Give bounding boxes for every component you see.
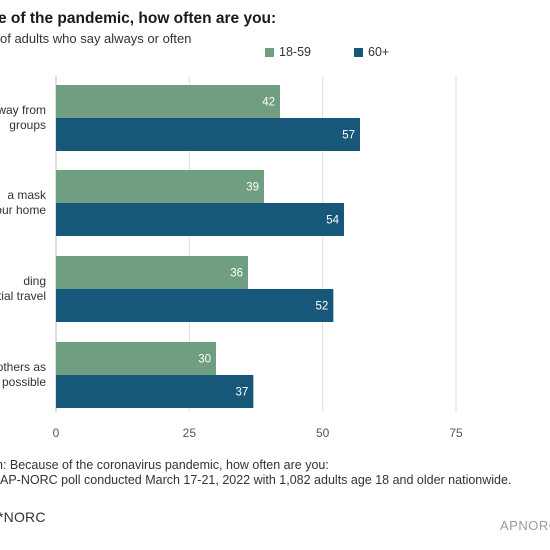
x-tick-label-50: 50 [316,426,330,440]
legend: 18-59 60+ [0,45,550,61]
bar-60-plus-0 [56,118,360,151]
data-label-60-plus-1: 54 [326,215,339,227]
bar-60-plus-3 [56,375,254,408]
norc-logo: *NORC [0,509,46,525]
data-label-60-plus-2: 52 [316,301,329,313]
category-label-2-line-1: tial travel [0,289,46,303]
data-label-60-plus-3: 37 [236,387,249,399]
x-tick-label-0: 0 [53,426,60,440]
legend-item-18-59: 18-59 [265,45,311,59]
chart-title: e of the pandemic, how often are you: [0,10,277,27]
data-label-18-59-3: 30 [198,354,211,366]
category-label-1-line-0: a mask [7,188,47,202]
chart-subtitle: of adults who say always or often [0,31,192,46]
data-label-18-59-0: 42 [262,97,275,109]
x-tick-label-75: 75 [449,426,463,440]
data-label-60-plus-0: 57 [342,130,355,142]
category-label-1-line-1: our home [0,203,46,217]
legend-label-18-59: 18-59 [279,45,311,59]
data-label-18-59-1: 39 [246,182,259,194]
bar-18-59-3 [56,342,216,375]
x-tick-label-25: 25 [183,426,197,440]
legend-label-60-plus: 60+ [368,45,390,59]
question-note: n: Because of the coronavirus pandemic, … [0,458,329,472]
category-label-0-line-0: way from [0,103,46,117]
legend-swatch-60-plus [354,47,363,57]
category-label-3-line-0: others as [0,360,46,374]
bar-18-59-2 [56,256,248,289]
bar-60-plus-2 [56,289,334,322]
legend-swatch-18-59 [265,47,274,57]
bar-18-59-0 [56,85,280,118]
data-label-18-59-2: 36 [230,268,243,280]
bar-60-plus-1 [56,203,344,236]
category-label-3-line-1: possible [2,375,46,389]
source-note: AP-NORC poll conducted March 17-21, 2022… [0,473,512,487]
category-label-0-line-1: groups [9,118,46,132]
apnorc-logo: APNORC [500,518,550,533]
bar-18-59-1 [56,170,264,203]
category-label-2-line-0: ding [23,274,46,288]
legend-item-60-plus: 60+ [354,45,389,59]
